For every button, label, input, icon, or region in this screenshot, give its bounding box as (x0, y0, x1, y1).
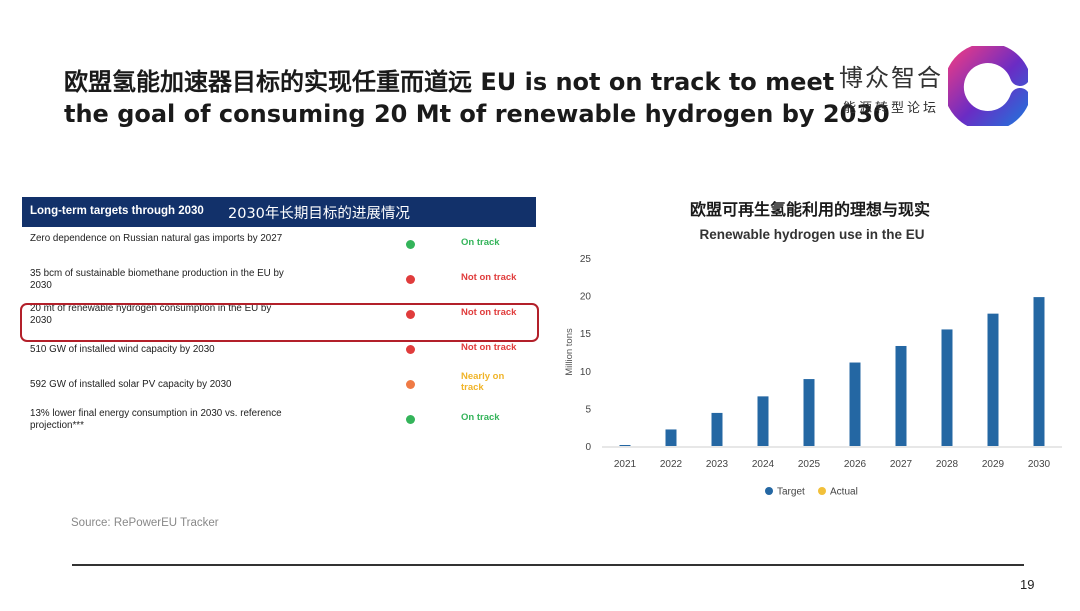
x-tick-label: 2028 (936, 459, 959, 470)
chart-title-cn: 欧盟可再生氢能利用的理想与现实 (689, 200, 930, 219)
bar-target (803, 379, 815, 446)
targets-header-cn: 2030年长期目标的进展情况 (228, 206, 410, 222)
source-note: Source: RePowerEU Tracker (71, 517, 219, 529)
brand-subtitle: 能源转型论坛 (842, 101, 939, 116)
bar-target (757, 396, 769, 446)
bar-target (849, 362, 861, 446)
target-label: 35 bcm of sustainable biomethane product… (30, 268, 284, 291)
status-dot-icon (406, 310, 415, 319)
y-tick-label: 15 (580, 329, 592, 340)
y-tick-label: 10 (580, 367, 592, 378)
brand-block: 博众智合 能源转型论坛 (836, 58, 946, 116)
status-text: Nearly on track (461, 371, 505, 393)
slide-title-line-2: the goal of consuming 20 Mt of renewable… (64, 100, 890, 128)
target-label: 20 mt of renewable hydrogen consumption … (30, 303, 272, 326)
y-tick-label: 0 (585, 442, 591, 453)
legend-label: Actual (830, 487, 858, 498)
target-row: 510 GW of installed wind capacity by 203… (22, 332, 536, 367)
bar-target (941, 329, 953, 446)
y-tick-label: 20 (580, 292, 592, 303)
bar-chart: Renewable hydrogen use in the EU 0 5 10 15 20… (564, 227, 1062, 498)
x-tick-label: 2021 (614, 459, 637, 470)
x-tick-label: 2023 (706, 459, 729, 470)
target-row: Zero dependence on Russian natural gas i… (22, 227, 536, 262)
target-row: 13% lower final energy consumption in 20… (22, 402, 536, 437)
legend-marker-icon (765, 487, 773, 495)
target-label: 592 GW of installed solar PV capacity by… (30, 379, 232, 390)
bar-target (665, 429, 677, 446)
target-row: 35 bcm of sustainable biomethane product… (22, 262, 536, 297)
x-tick-label: 2027 (890, 459, 913, 470)
highlight-box (20, 303, 539, 342)
target-row: 592 GW of installed solar PV capacity by… (22, 367, 536, 402)
status-text: Not on track (461, 342, 517, 353)
bar-target (895, 345, 907, 446)
targets-table-body: Zero dependence on Russian natural gas i… (22, 227, 536, 437)
slide-title: 欧盟氢能加速器目标的实现任重而道远 EU is not on track to … (64, 66, 890, 130)
target-label: Zero dependence on Russian natural gas i… (30, 233, 283, 244)
targets-table-header: Long-term targets through 2030 2030年长期目标… (22, 197, 536, 227)
y-axis-label: Million tons (564, 328, 575, 376)
status-dot-icon (406, 415, 415, 424)
target-label: 13% lower final energy consumption in 20… (30, 408, 282, 431)
legend-label: Target (777, 487, 805, 498)
targets-header-en: Long-term targets through 2030 (30, 205, 204, 217)
targets-table: Long-term targets through 2030 2030年长期目标… (22, 197, 536, 437)
x-tick-label: 2025 (798, 459, 821, 470)
chart-title: Renewable hydrogen use in the EU (699, 227, 924, 242)
legend-marker-icon (818, 487, 826, 495)
y-tick-label: 25 (580, 254, 592, 265)
bar-target (1033, 297, 1045, 446)
x-tick-label: 2029 (982, 459, 1005, 470)
status-text: Not on track (461, 272, 517, 283)
status-dot-icon (406, 240, 415, 249)
y-tick-label: 5 (585, 404, 591, 415)
status-text: Not on track (461, 307, 517, 318)
status-dot-icon (406, 275, 415, 284)
brand-logo-icon (948, 46, 1028, 126)
bar-target (711, 412, 723, 446)
page-number: 19 (1020, 577, 1035, 592)
brand-name: 博众智合 (839, 64, 943, 92)
status-dot-icon (406, 380, 415, 389)
target-row: 20 mt of renewable hydrogen consumption … (22, 297, 536, 332)
status-dot-icon (406, 345, 415, 354)
bar-target (987, 313, 999, 446)
x-tick-label: 2030 (1028, 459, 1051, 470)
target-label: 510 GW of installed wind capacity by 203… (30, 344, 215, 355)
status-text: On track (461, 412, 500, 423)
slide-title-line-1: 欧盟氢能加速器目标的实现任重而道远 EU is not on track to … (64, 68, 835, 96)
x-tick-label: 2024 (752, 459, 775, 470)
x-tick-label: 2022 (660, 459, 683, 470)
status-text: On track (461, 237, 500, 248)
bar-target (619, 445, 631, 446)
x-tick-label: 2026 (844, 459, 867, 470)
bottom-divider (72, 564, 1024, 566)
